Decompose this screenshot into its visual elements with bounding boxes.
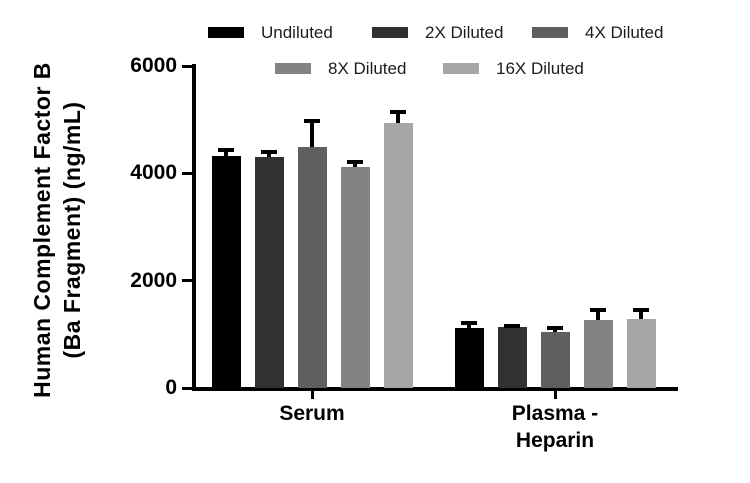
error-cap-serum-8x-diluted (347, 159, 363, 164)
error-cap-plasma-heparin-16x-diluted (633, 307, 649, 312)
legend-swatch-4x-diluted (532, 27, 568, 38)
bar-serum-8x-diluted (340, 167, 370, 388)
legend-label-16x-diluted: 16X Diluted (496, 58, 584, 78)
y-tick-label-4000: 4000 (130, 161, 177, 185)
x-tick-label-plasma-heparin: Plasma - Heparin (511, 402, 599, 452)
x-tick-serum (310, 391, 314, 399)
legend-label-4x-diluted: 4X Diluted (585, 22, 664, 42)
y-tick-6000 (182, 64, 192, 68)
bar-serum-undiluted (211, 155, 241, 388)
legend-label-2x-diluted: 2X Diluted (425, 22, 504, 42)
x-axis-line (192, 387, 678, 391)
x-tick-plasma-heparin (553, 391, 557, 399)
legend-item-8x-diluted: 8X Diluted (275, 57, 406, 80)
error-stem-serum-4x-diluted (310, 120, 314, 148)
error-stem-serum-undiluted (224, 150, 228, 156)
error-cap-plasma-heparin-4x-diluted (547, 326, 563, 331)
bar-serum-4x-diluted (297, 147, 327, 388)
error-cap-plasma-heparin-2x-diluted (504, 323, 520, 328)
error-cap-serum-16x-diluted (390, 110, 406, 115)
bar-plasma-heparin-8x-diluted (583, 319, 613, 388)
error-cap-plasma-heparin-8x-diluted (590, 307, 606, 312)
y-tick-label-6000: 6000 (130, 54, 177, 77)
error-cap-plasma-heparin-undiluted (461, 320, 477, 325)
legend-item-4x-diluted: 4X Diluted (532, 21, 663, 44)
error-stem-serum-16x-diluted (396, 112, 400, 123)
bar-serum-2x-diluted (254, 156, 284, 388)
x-tick-label-serum: Serum (279, 402, 345, 425)
bar-plasma-heparin-16x-diluted (626, 318, 656, 388)
bar-plasma-heparin-undiluted (454, 327, 484, 388)
error-stem-plasma-heparin-16x-diluted (639, 309, 643, 319)
legend-swatch-16x-diluted (443, 63, 479, 74)
y-tick-4000 (182, 171, 192, 175)
error-stem-plasma-heparin-8x-diluted (596, 309, 600, 320)
error-stem-serum-2x-diluted (267, 151, 271, 157)
legend-label-undiluted: Undiluted (261, 22, 333, 42)
legend-item-undiluted: Undiluted (208, 21, 333, 44)
y-tick-label-0: 0 (165, 376, 177, 399)
legend: Undiluted 2X Diluted 4X Diluted 8X Diluted 1… (0, 0, 750, 90)
bar-serum-16x-diluted (383, 122, 413, 388)
error-cap-serum-4x-diluted (304, 118, 320, 123)
legend-swatch-undiluted (208, 27, 244, 38)
legend-swatch-8x-diluted (275, 63, 311, 74)
bar-plasma-heparin-4x-diluted (540, 332, 570, 388)
error-cap-serum-2x-diluted (261, 149, 277, 154)
y-axis-line (192, 64, 196, 391)
error-cap-serum-undiluted (218, 148, 234, 153)
y-tick-label-2000: 2000 (130, 268, 177, 292)
error-stem-plasma-heparin-undiluted (467, 322, 471, 328)
legend-item-2x-diluted: 2X Diluted (372, 21, 503, 44)
error-stem-serum-8x-diluted (353, 161, 357, 168)
legend-swatch-2x-diluted (372, 27, 408, 38)
y-tick-0 (182, 386, 192, 390)
error-stem-plasma-heparin-4x-diluted (553, 328, 557, 333)
legend-item-16x-diluted: 16X Diluted (443, 57, 584, 80)
y-tick-2000 (182, 279, 192, 283)
legend-label-8x-diluted: 8X Diluted (328, 58, 407, 78)
bar-plasma-heparin-2x-diluted (497, 327, 527, 388)
